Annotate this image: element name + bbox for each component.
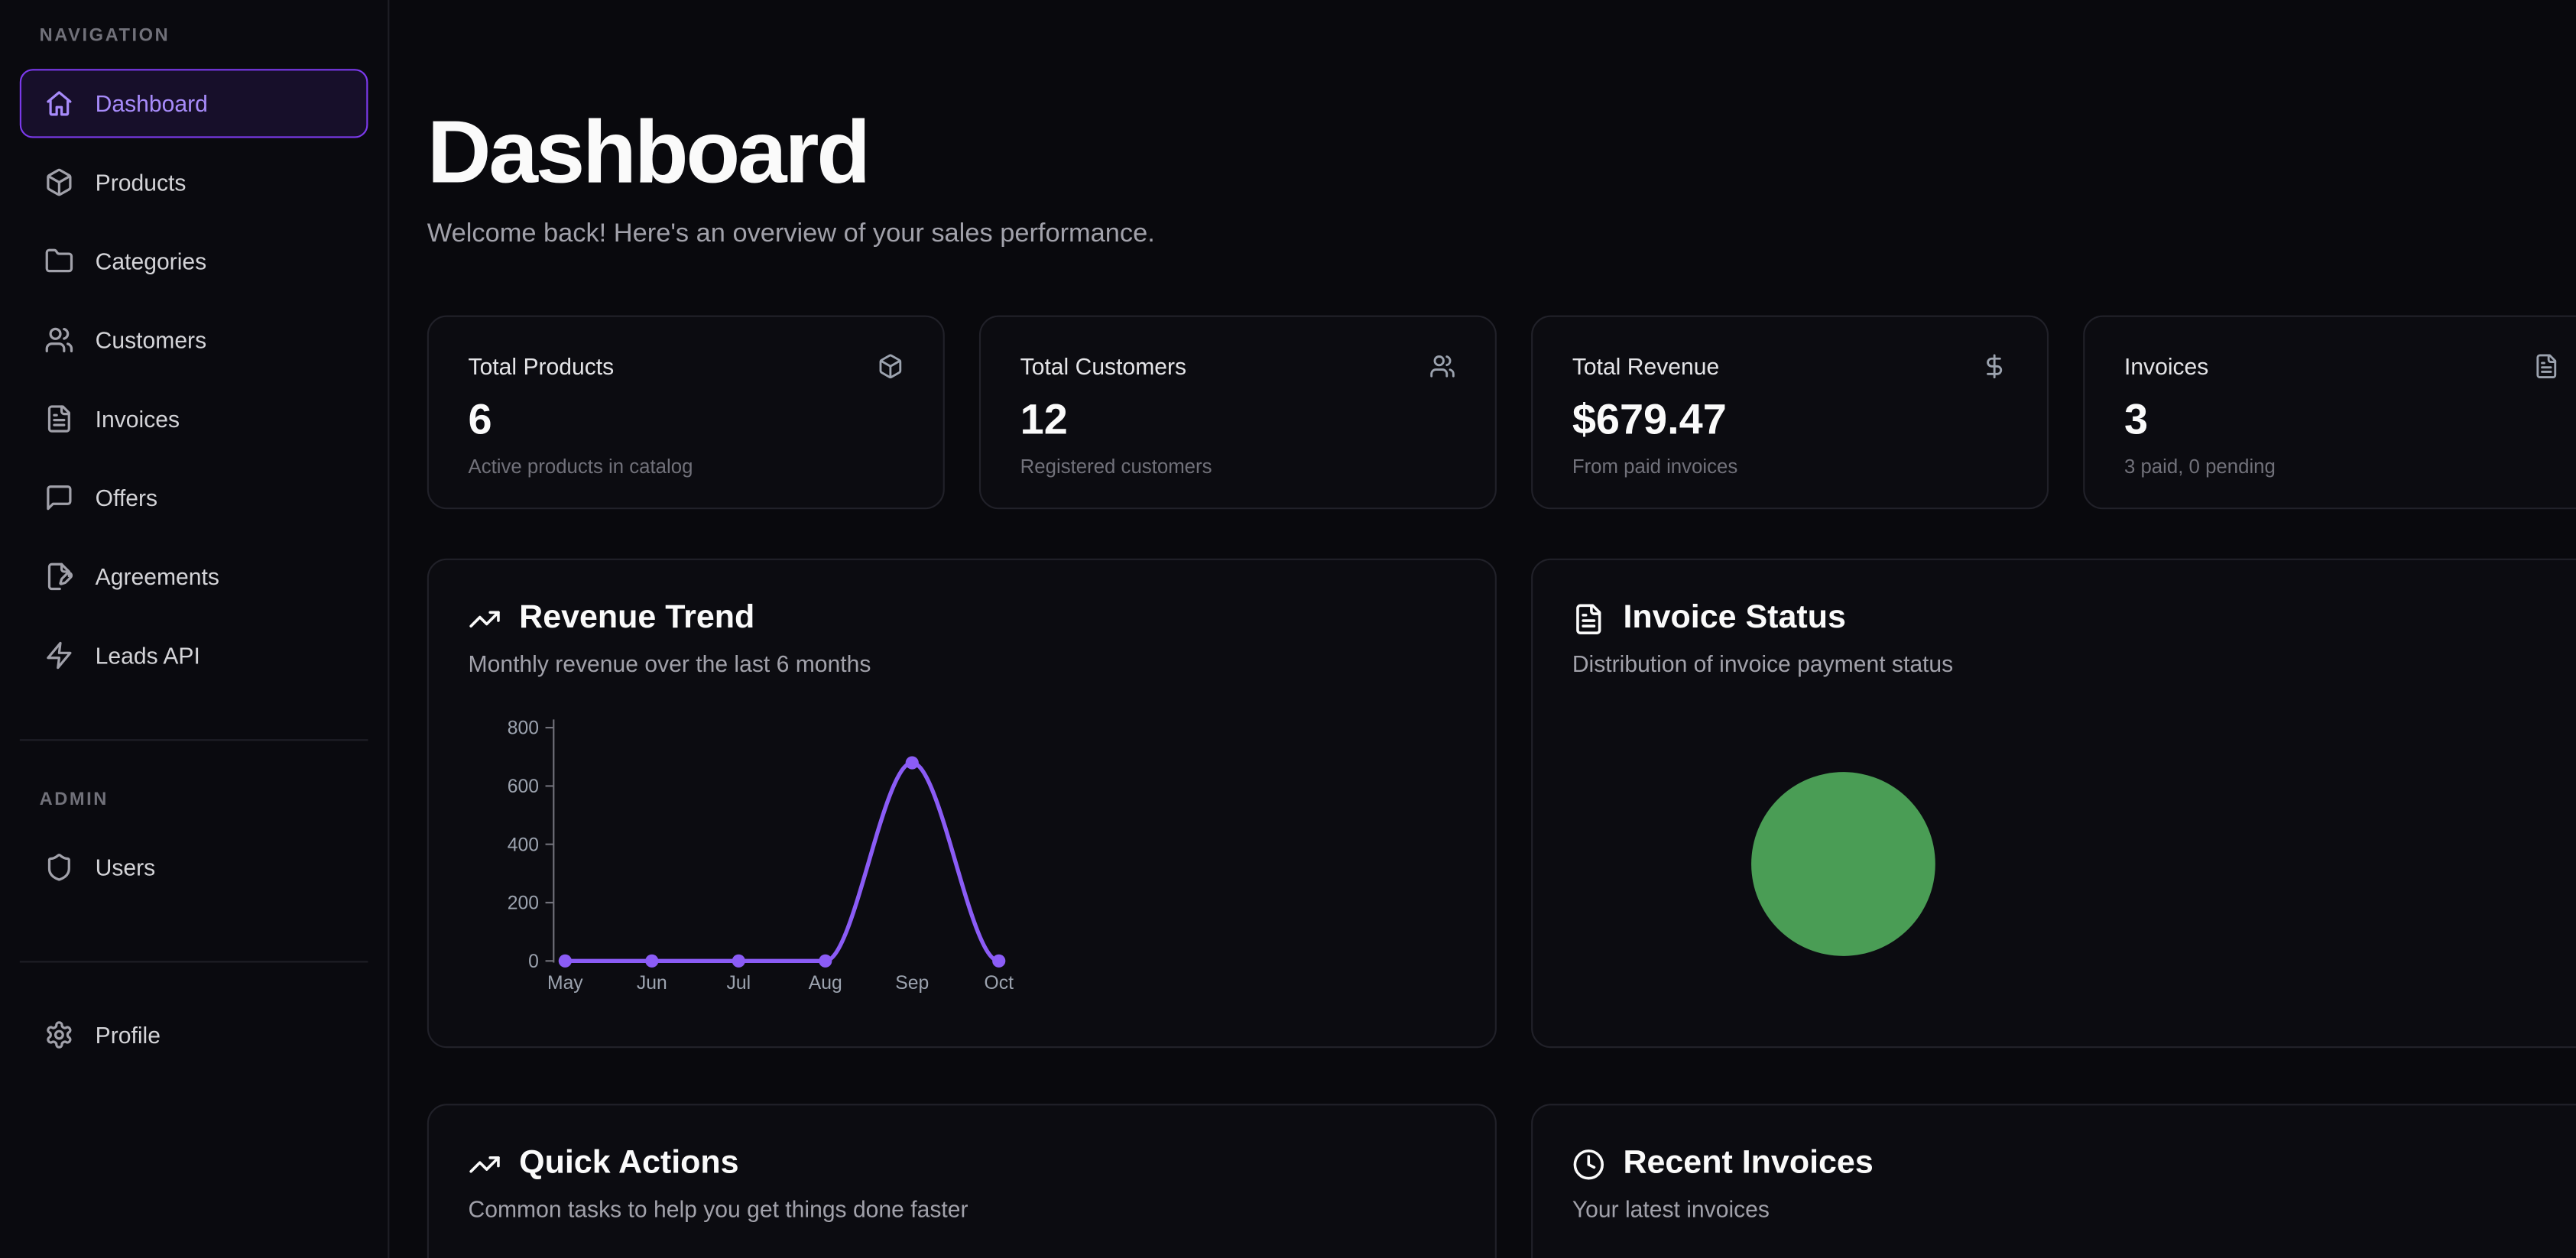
sidebar-item-label: Agreements	[95, 563, 219, 590]
sidebar-item-offers[interactable]: Offers	[20, 463, 368, 532]
stat-value: 12	[1020, 394, 1068, 444]
sidebar-item-label: Customers	[95, 326, 207, 354]
chart-title: Invoice Status	[1623, 599, 1846, 636]
users-icon	[44, 326, 74, 355]
sidebar-item-label: Profile	[95, 1021, 161, 1049]
stat-subtitle: 3 paid, 0 pending	[2123, 455, 2276, 478]
sidebar-section-admin: ADMIN	[39, 789, 109, 810]
sidebar-item-customers[interactable]: Customers	[20, 306, 368, 374]
chart-title: Recent Invoices	[1623, 1145, 1874, 1182]
quick-actions-card: Quick Actions Common tasks to help you g…	[427, 1104, 1497, 1258]
stat-subtitle: From paid invoices	[1572, 455, 1738, 478]
trending-up-icon	[469, 1147, 501, 1180]
users-icon	[1429, 353, 1455, 379]
sidebar-item-invoices[interactable]: Invoices	[20, 384, 368, 453]
svg-text:Oct: Oct	[985, 973, 1014, 994]
file-text-icon	[1572, 602, 1605, 635]
revenue-trend-card: Revenue Trend Monthly revenue over the l…	[427, 558, 1497, 1049]
zap-icon	[44, 640, 74, 670]
file-text-icon	[44, 404, 74, 434]
svg-text:Sep: Sep	[895, 973, 929, 994]
file-text-icon	[2533, 353, 2559, 379]
sidebar-item-label: Invoices	[95, 405, 180, 433]
sidebar-item-products[interactable]: Products	[20, 148, 368, 216]
svg-text:0: 0	[528, 952, 539, 972]
main-content: Dashboard Welcome back! Here's an overvi…	[389, 0, 2576, 1258]
svg-text:Jul: Jul	[726, 973, 751, 994]
stat-value: $679.47	[1572, 394, 1727, 444]
bottom-row: Quick Actions Common tasks to help you g…	[427, 1104, 2576, 1258]
svg-text:600: 600	[508, 777, 539, 797]
charts-row: Revenue Trend Monthly revenue over the l…	[427, 558, 2576, 1049]
sidebar-item-leads-api[interactable]: Leads API	[20, 621, 368, 689]
sidebar-item-label: Dashboard	[95, 90, 208, 117]
revenue-line-chart: 0 200 400 600 800 May Jun Jul Aug Sep Oct	[492, 712, 1456, 1007]
sidebar-footer-nav: Profile	[0, 1000, 388, 1069]
chart-subtitle: Monthly revenue over the last 6 months	[468, 650, 871, 677]
recent-invoices-card: Recent Invoices Your latest invoices	[1531, 1104, 2576, 1258]
page-title: Dashboard	[427, 103, 871, 203]
chart-subtitle: Common tasks to help you get things done…	[468, 1195, 968, 1223]
sidebar-nav: Dashboard Products Categories Customers	[0, 69, 388, 689]
sidebar-item-label: Categories	[95, 248, 207, 274]
sidebar-item-users[interactable]: Users	[20, 833, 368, 902]
sidebar: NAVIGATION Dashboard Products Categories	[0, 0, 390, 1258]
sidebar-divider	[19, 961, 368, 963]
sidebar-section-navigation: NAVIGATION	[39, 26, 170, 47]
shield-icon	[44, 852, 74, 882]
sidebar-item-agreements[interactable]: Agreements	[20, 542, 368, 611]
chart-title: Quick Actions	[519, 1145, 739, 1182]
page-subtitle: Welcome back! Here's an overview of your…	[427, 219, 1155, 248]
sidebar-item-categories[interactable]: Categories	[20, 227, 368, 296]
stat-title: Total Products	[468, 353, 615, 380]
sidebar-item-profile[interactable]: Profile	[20, 1000, 368, 1069]
message-square-icon	[44, 483, 74, 513]
stat-title: Total Customers	[1020, 353, 1187, 380]
sidebar-item-dashboard[interactable]: Dashboard	[19, 69, 368, 138]
svg-text:400: 400	[508, 835, 539, 855]
chart-subtitle: Your latest invoices	[1572, 1195, 1770, 1223]
chart-title: Revenue Trend	[519, 599, 755, 636]
home-icon	[44, 89, 74, 118]
dollar-icon	[1981, 353, 2007, 379]
trending-up-icon	[469, 602, 501, 635]
stat-card-total-customers: Total Customers 12 Registered customers	[978, 315, 1497, 510]
stat-title: Total Revenue	[1572, 353, 1720, 380]
file-pen-icon	[44, 562, 74, 592]
svg-text:200: 200	[508, 893, 539, 914]
sidebar-item-label: Leads API	[95, 642, 200, 669]
stat-value: 3	[2123, 394, 2149, 444]
stat-card-total-products: Total Products 6 Active products in cata…	[427, 315, 945, 510]
stat-card-invoices: Invoices 3 3 paid, 0 pending	[2083, 315, 2576, 510]
stat-subtitle: Registered customers	[1020, 455, 1212, 478]
package-icon	[878, 353, 904, 379]
svg-text:800: 800	[508, 718, 539, 739]
stat-title: Invoices	[2123, 353, 2209, 380]
sidebar-item-label: Products	[95, 169, 187, 196]
chart-subtitle: Distribution of invoice payment status	[1572, 650, 1954, 677]
sidebar-admin-nav: Users	[0, 833, 388, 902]
stat-card-total-revenue: Total Revenue $679.47 From paid invoices	[1531, 315, 2049, 510]
svg-text:Aug: Aug	[809, 973, 842, 994]
svg-text:Jun: Jun	[637, 973, 667, 994]
svg-text:May: May	[547, 973, 583, 994]
sidebar-item-label: Offers	[95, 485, 158, 511]
invoice-status-card: Invoice Status Distribution of invoice p…	[1531, 558, 2576, 1049]
clock-icon	[1572, 1147, 1605, 1180]
package-icon	[44, 167, 74, 197]
folder-icon	[44, 246, 74, 276]
gear-icon	[44, 1020, 74, 1050]
stat-subtitle: Active products in catalog	[468, 455, 693, 478]
sidebar-item-label: Users	[95, 854, 156, 880]
sidebar-divider	[19, 739, 368, 741]
stat-value: 6	[468, 394, 492, 444]
stats-grid: Total Products 6 Active products in cata…	[427, 315, 2576, 510]
invoice-status-pie	[1751, 772, 1935, 956]
